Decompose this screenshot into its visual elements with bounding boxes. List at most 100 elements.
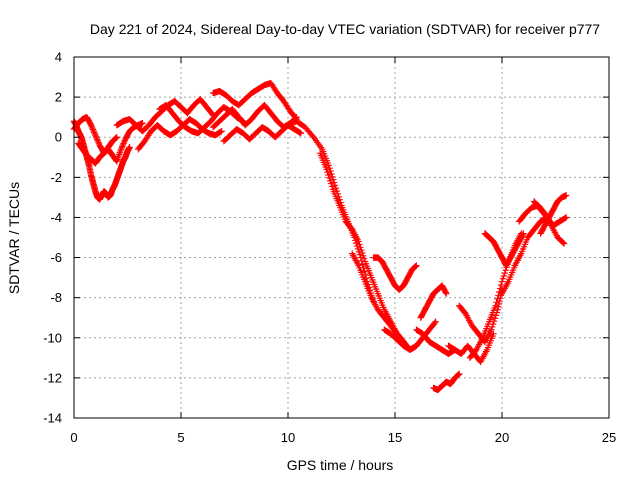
data-point-plus	[355, 238, 362, 245]
data-point-plus	[356, 241, 363, 248]
data-point-plus	[456, 370, 463, 378]
data-point-plus	[92, 133, 100, 140]
data-point-plus	[94, 137, 102, 145]
x-tick-label: 15	[388, 430, 402, 445]
data-series	[417, 282, 450, 321]
y-tick-label: -4	[50, 210, 62, 225]
data-point-plus	[327, 167, 334, 175]
data-point-plus	[330, 176, 337, 183]
data-point-plus	[323, 166, 330, 173]
data-point-plus	[520, 230, 527, 237]
data-point-plus	[94, 136, 101, 143]
data-point-plus	[492, 302, 499, 309]
data-point-plus	[329, 173, 336, 180]
data-point-plus	[490, 317, 498, 325]
data-point-plus	[495, 292, 502, 299]
data-point-plus	[87, 121, 95, 129]
data-point-plus	[90, 127, 97, 135]
data-point-plus	[413, 262, 420, 269]
data-point-plus	[331, 182, 339, 189]
y-tick-label: -6	[50, 250, 62, 265]
y-tick-label: 0	[55, 130, 62, 145]
data-series	[498, 214, 551, 297]
data-point-plus	[563, 214, 570, 221]
x-tick-label: 5	[177, 430, 184, 445]
data-point-plus	[360, 252, 367, 260]
data-point-plus	[560, 240, 568, 247]
data-point-plus	[499, 275, 507, 282]
x-axis-title: GPS time / hours	[287, 457, 394, 473]
data-point-plus	[454, 371, 462, 379]
y-tick-label: -12	[43, 370, 62, 385]
data-series	[445, 330, 497, 366]
data-series	[466, 230, 525, 362]
data-series	[70, 117, 133, 203]
data-series	[481, 230, 527, 269]
data-point-plus	[326, 164, 333, 172]
data-series	[209, 101, 300, 131]
y-axis-title: SDTVAR / TECUs	[6, 182, 22, 294]
data-point-plus	[91, 130, 98, 137]
data-point-plus	[139, 119, 146, 127]
data-point-plus	[113, 134, 120, 141]
data-point-plus	[358, 246, 365, 254]
data-point-plus	[297, 130, 305, 137]
data-point-plus	[492, 312, 500, 319]
data-point-plus	[500, 272, 508, 280]
y-tick-label: -14	[43, 411, 62, 426]
data-series	[70, 113, 120, 157]
data-point-plus	[120, 138, 128, 146]
data-point-plus	[119, 141, 127, 149]
data-point-plus	[360, 255, 368, 262]
data-point-plus	[502, 266, 509, 274]
data-point-plus	[126, 144, 133, 151]
data-point-plus	[324, 168, 331, 176]
data-point-plus	[90, 129, 98, 136]
data-point-plus	[120, 140, 127, 147]
data-series	[430, 370, 463, 394]
data-point-plus	[325, 171, 332, 179]
data-point-plus	[519, 231, 526, 238]
data-point-plus	[89, 126, 97, 133]
data-point-plus	[357, 244, 364, 251]
data-point-plus	[431, 319, 438, 327]
data-point-plus	[495, 303, 502, 311]
data-point-plus	[443, 290, 450, 297]
data-point-plus	[498, 278, 506, 285]
data-point-plus	[412, 262, 419, 270]
data-point-plus	[328, 183, 336, 190]
data-series	[75, 119, 146, 167]
data-series	[456, 286, 506, 345]
data-point-plus	[411, 263, 419, 270]
data-series	[370, 254, 420, 293]
x-tick-label: 10	[281, 430, 295, 445]
data-point-plus	[493, 299, 500, 306]
data-point-plus	[488, 326, 495, 333]
data-point-plus	[88, 123, 95, 130]
data-point-plus	[330, 179, 338, 186]
data-points	[70, 79, 570, 394]
data-point-plus	[494, 295, 501, 303]
data-point-plus	[491, 315, 499, 322]
data-point-plus	[361, 268, 368, 275]
data-point-plus	[217, 128, 224, 135]
data-point-plus	[559, 239, 567, 246]
x-tick-label: 25	[602, 430, 616, 445]
data-point-plus	[112, 135, 119, 142]
plot-frame	[73, 56, 610, 419]
data-point-plus	[327, 180, 335, 187]
data-point-plus	[119, 143, 126, 150]
data-series	[113, 95, 217, 135]
data-point-plus	[332, 185, 340, 192]
y-tick-label: -2	[50, 170, 62, 185]
data-point-plus	[359, 249, 366, 257]
x-tick-label: 20	[495, 430, 509, 445]
y-tick-label: -10	[43, 330, 62, 345]
data-point-plus	[92, 132, 99, 139]
data-point-plus	[432, 318, 439, 325]
data-series	[381, 318, 439, 354]
data-point-plus	[89, 124, 96, 132]
data-point-plus	[296, 129, 304, 136]
